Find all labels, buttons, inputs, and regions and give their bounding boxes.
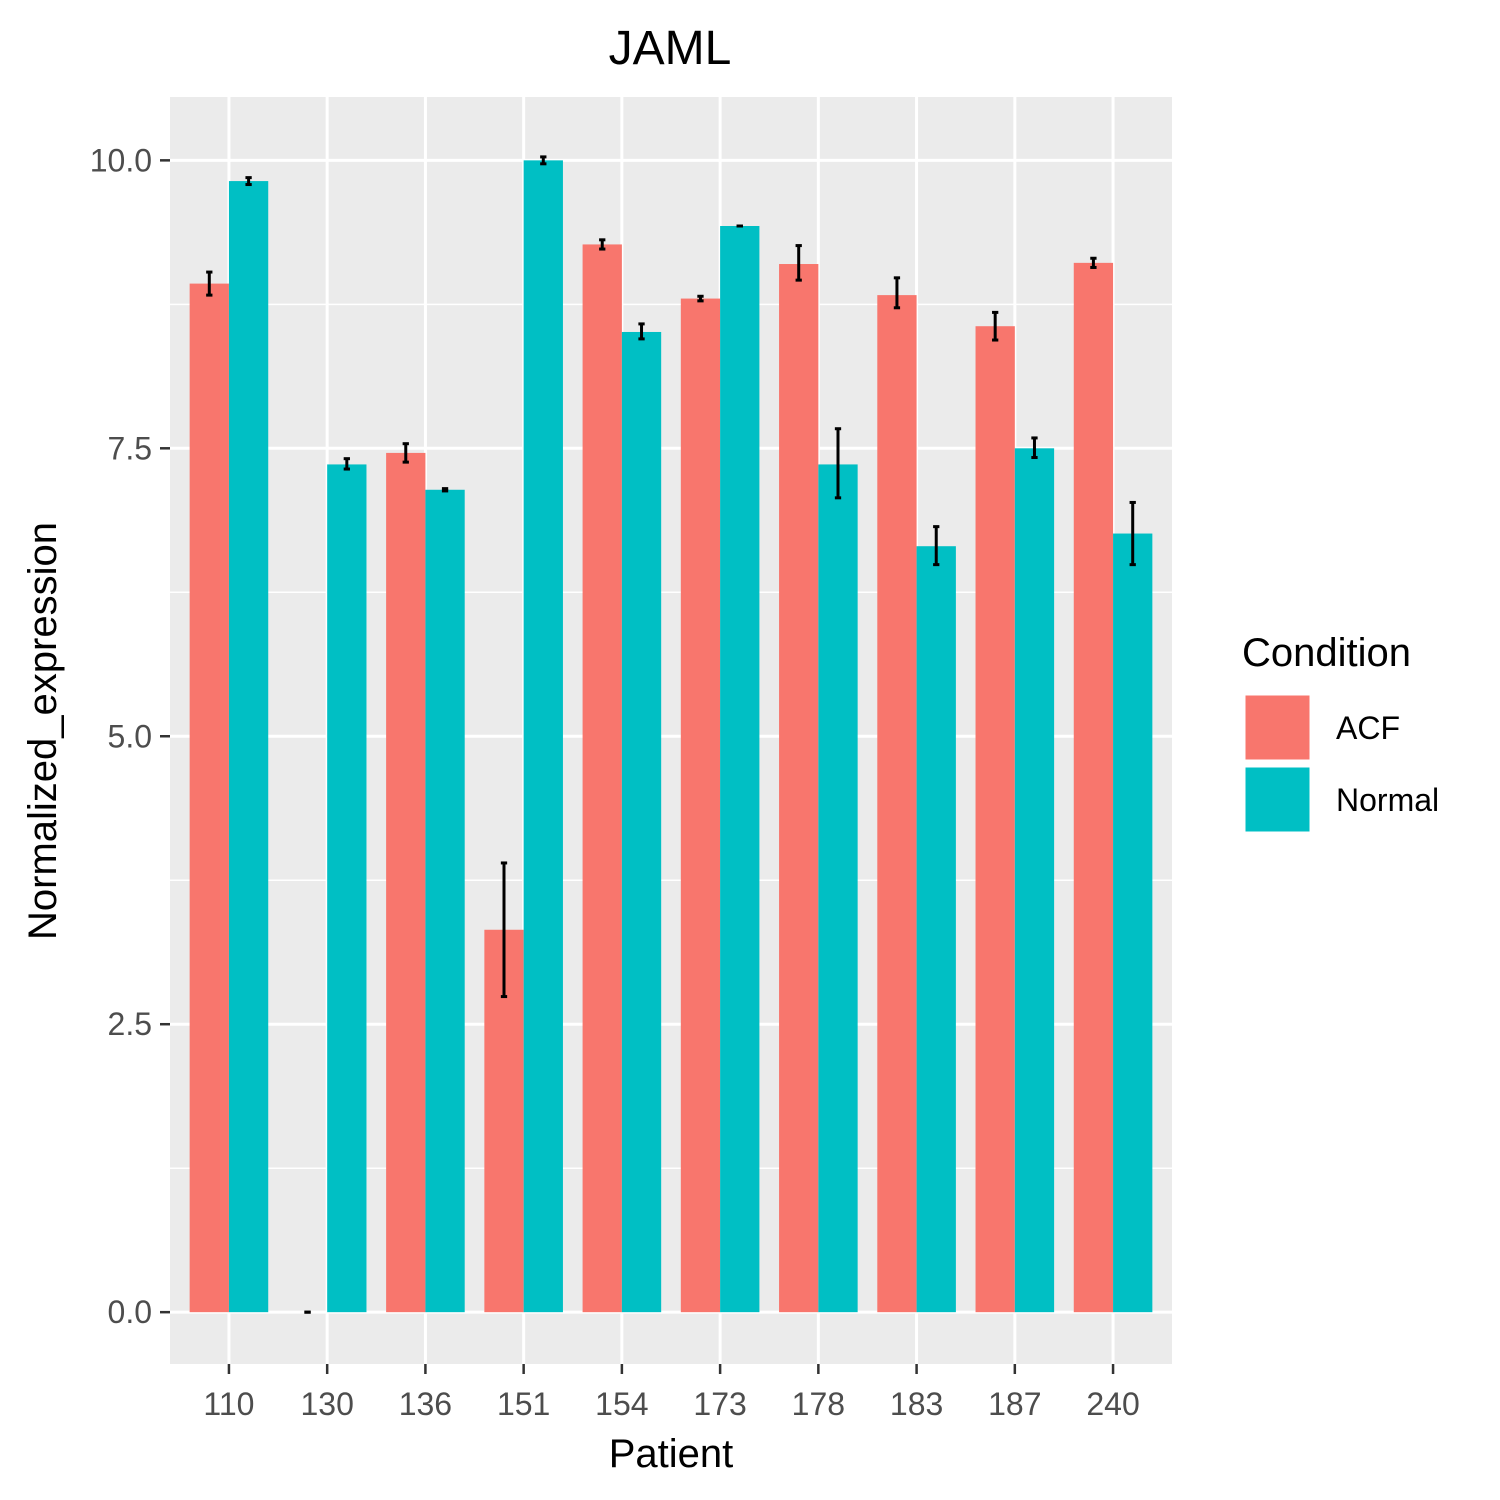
y-tick-label: 0.0 (108, 1294, 152, 1330)
error-bar-normal-151 (540, 155, 547, 166)
error-bar-normal-187 (1031, 436, 1038, 460)
bar-normal-151 (523, 160, 563, 1313)
bars (189, 160, 1153, 1313)
x-axis-title: Patient (609, 1432, 734, 1476)
x-tick-label: 178 (792, 1386, 845, 1422)
error-bar-acf-183 (893, 276, 901, 310)
error-bar-acf-178 (795, 244, 802, 282)
error-bar-acf-136 (402, 442, 409, 464)
y-tick-label: 7.5 (108, 430, 152, 466)
error-bar-normal-136 (441, 487, 449, 493)
bar-normal-136 (425, 489, 465, 1313)
bar-acf-240 (1073, 262, 1114, 1313)
bar-acf-183 (877, 295, 917, 1313)
bar-normal-154 (621, 331, 662, 1313)
error-bar-normal-240 (1129, 500, 1136, 567)
y-tick-label: 10.0 (90, 142, 152, 178)
x-tick-label: 187 (988, 1386, 1041, 1422)
x-tick-label: 173 (693, 1386, 746, 1422)
bar-normal-240 (1113, 533, 1153, 1313)
bar-normal-187 (1014, 448, 1055, 1313)
bar-normal-130 (327, 464, 367, 1313)
legend-key-acf (1242, 692, 1313, 763)
error-bar-normal-130 (343, 457, 350, 471)
x-tick-label: 183 (890, 1386, 943, 1422)
bar-acf-110 (189, 283, 229, 1313)
error-bar-acf-151 (500, 861, 508, 999)
bar-acf-178 (779, 264, 819, 1313)
bar-normal-183 (916, 546, 956, 1313)
error-bar-normal-110 (245, 176, 252, 187)
error-bar-acf-110 (206, 270, 213, 297)
legend-key-normal (1242, 764, 1313, 835)
x-tick-label: 154 (595, 1386, 648, 1422)
error-bar-acf-187 (992, 310, 999, 342)
error-bar-acf-173 (697, 294, 704, 303)
error-bar-normal-183 (933, 525, 940, 567)
error-bar-normal-178 (834, 427, 842, 500)
y-axis: 0.0 2.5 5.0 7.5 10.0 (90, 142, 170, 1330)
legend-title: Condition (1242, 631, 1411, 675)
y-tick-label: 5.0 (108, 718, 152, 754)
bar-acf-154 (582, 244, 622, 1313)
chart-title: JAML (609, 22, 732, 75)
bar-acf-136 (386, 452, 426, 1313)
bar-normal-178 (818, 464, 858, 1313)
error-bar-acf-154 (599, 238, 606, 251)
error-bars (206, 155, 1136, 1314)
x-tick-label: 130 (300, 1386, 353, 1422)
error-bar-acf-240 (1090, 256, 1097, 269)
x-tick-label: 136 (399, 1386, 452, 1422)
x-tick-label: 240 (1086, 1386, 1139, 1422)
error-bar-normal-154 (638, 322, 645, 341)
legend-label-acf: ACF (1336, 710, 1400, 746)
y-axis-title: Normalized_expression (21, 522, 65, 940)
bar-normal-173 (720, 226, 760, 1313)
x-tick-label: 151 (497, 1386, 550, 1422)
x-tick-label: 110 (203, 1386, 254, 1422)
bar-normal-110 (228, 181, 269, 1313)
y-tick-label: 2.5 (108, 1006, 152, 1042)
legend: Condition ACF Normal (1242, 631, 1439, 835)
bar-acf-187 (975, 326, 1015, 1313)
x-axis: 110 130 136 151 154 173 178 183 187 240 (203, 1364, 1140, 1422)
bar-acf-173 (680, 298, 721, 1313)
legend-label-normal: Normal (1336, 782, 1439, 818)
